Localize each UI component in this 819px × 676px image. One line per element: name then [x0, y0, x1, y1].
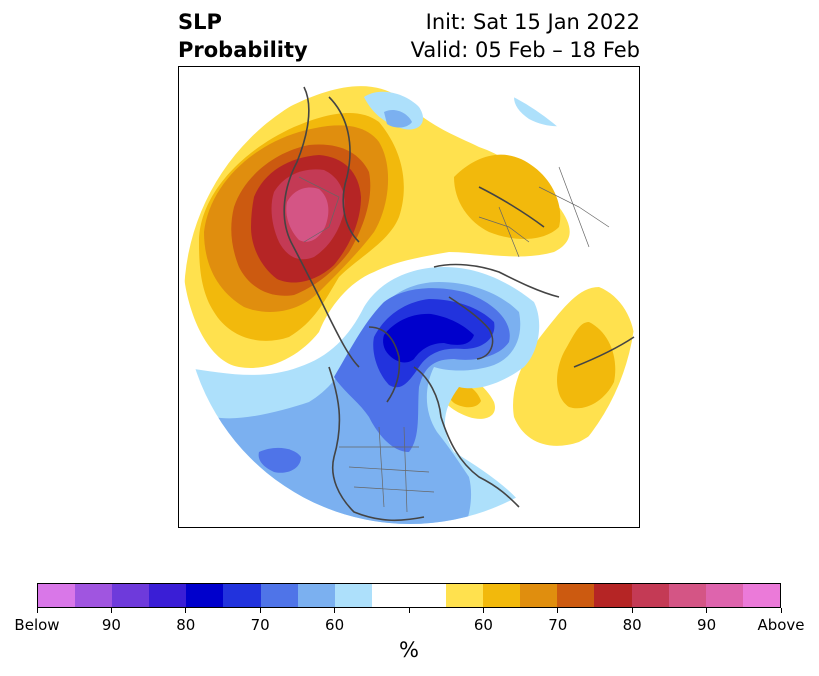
- colorbar-tick-label: 80: [176, 616, 196, 634]
- colorbar-segment: [557, 584, 595, 607]
- colorbar: [37, 583, 781, 608]
- below-weak-region-siberia: [514, 95, 574, 127]
- above-moderate-region-atlantic: [557, 322, 616, 409]
- colorbar-tick-label: 60: [325, 616, 345, 634]
- init-date: Init: Sat 15 Jan 2022: [425, 10, 640, 34]
- colorbar-tick-label: Below: [14, 616, 60, 634]
- colorbar-tick: [706, 608, 708, 613]
- title-product: Probability: [178, 38, 308, 62]
- below-moderate-region-asia: [384, 110, 412, 128]
- colorbar-segment: [297, 584, 335, 607]
- map-dates: Init: Sat 15 Jan 2022 Valid: 05 Feb – 18…: [411, 8, 640, 64]
- colorbar-segment: [742, 584, 780, 607]
- colorbar-tick-label: 90: [101, 616, 121, 634]
- colorbar-tick-label: 60: [473, 616, 493, 634]
- colorbar-segment: [705, 584, 743, 607]
- colorbar-segment: [186, 584, 224, 607]
- colorbar-tick-label: 70: [250, 616, 270, 634]
- colorbar-segment: [520, 584, 558, 607]
- colorbar-unit: %: [399, 638, 419, 662]
- colorbar-tick-label: 70: [548, 616, 568, 634]
- colorbar-tick-label: 80: [622, 616, 642, 634]
- valid-period: Valid: 05 Feb – 18 Feb: [410, 38, 640, 62]
- probability-map: [178, 66, 640, 528]
- colorbar-segment: [371, 584, 409, 607]
- colorbar-tick-label: Above: [757, 616, 805, 634]
- borders: [298, 166, 610, 513]
- colorbar-segment: [149, 584, 187, 607]
- colorbar-segment: [483, 584, 521, 607]
- above-extreme-peak-asia: [286, 187, 329, 242]
- colorbar-tick: [334, 608, 336, 613]
- title-variable: SLP: [178, 10, 222, 34]
- colorbar-segment: [223, 584, 261, 607]
- colorbar-tick: [36, 608, 38, 613]
- colorbar-tick: [259, 608, 261, 613]
- below-strong-region-pacific: [258, 447, 301, 473]
- colorbar-segment: [260, 584, 298, 607]
- colorbar-segment: [408, 584, 447, 607]
- colorbar-segment: [631, 584, 669, 607]
- coastlines: [283, 86, 635, 522]
- colorbar-tick: [557, 608, 559, 613]
- colorbar-segment: [38, 584, 76, 607]
- colorbar-segment: [75, 584, 113, 607]
- colorbar-tick: [110, 608, 112, 613]
- colorbar-tick-label: 90: [697, 616, 717, 634]
- colorbar-segment: [668, 584, 706, 607]
- colorbar-segment: [446, 584, 484, 607]
- colorbar-tick: [482, 608, 484, 613]
- colorbar-tick: [631, 608, 633, 613]
- map-canvas: [184, 86, 635, 524]
- below-extreme-region-arctic: [383, 313, 474, 363]
- colorbar-tick: [780, 608, 782, 613]
- colorbar-segment: [334, 584, 372, 607]
- colorbar-center-tick: [408, 608, 410, 613]
- colorbar-segment: [594, 584, 632, 607]
- map-title: SLP Probability: [178, 8, 308, 64]
- above-moderate-region-europe: [454, 154, 561, 239]
- colorbar-tick: [185, 608, 187, 613]
- colorbar-segment: [112, 584, 150, 607]
